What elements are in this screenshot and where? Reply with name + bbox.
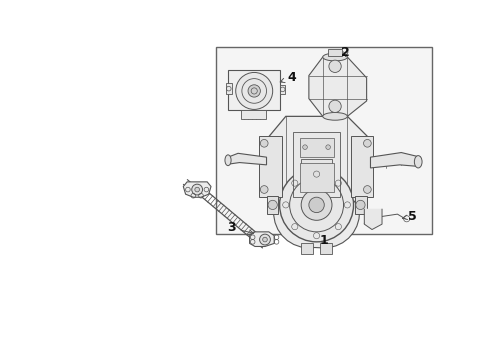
Circle shape <box>364 186 371 193</box>
Bar <box>300 138 334 157</box>
Bar <box>320 243 332 254</box>
Bar <box>301 243 313 254</box>
Bar <box>355 195 367 214</box>
Ellipse shape <box>225 155 231 166</box>
Text: 1: 1 <box>320 234 329 247</box>
Circle shape <box>303 145 307 149</box>
Ellipse shape <box>323 112 347 120</box>
Bar <box>301 159 332 170</box>
Circle shape <box>260 139 268 147</box>
Bar <box>259 136 282 197</box>
Circle shape <box>195 187 199 192</box>
Circle shape <box>326 145 330 149</box>
Text: 3: 3 <box>227 221 253 234</box>
Circle shape <box>268 200 277 210</box>
Circle shape <box>364 139 371 147</box>
Circle shape <box>356 200 365 210</box>
Bar <box>300 163 334 192</box>
Bar <box>328 49 342 55</box>
Polygon shape <box>249 232 274 247</box>
Bar <box>241 110 266 120</box>
Polygon shape <box>309 57 367 116</box>
Ellipse shape <box>415 156 422 168</box>
Bar <box>351 136 373 197</box>
Bar <box>228 70 280 110</box>
Polygon shape <box>274 162 360 248</box>
Circle shape <box>236 72 273 109</box>
Polygon shape <box>370 153 420 168</box>
Polygon shape <box>228 153 267 165</box>
Text: 2: 2 <box>342 46 350 59</box>
Circle shape <box>263 237 268 242</box>
Polygon shape <box>183 182 211 197</box>
Polygon shape <box>267 116 370 209</box>
Circle shape <box>192 184 202 195</box>
Text: 4: 4 <box>280 71 296 84</box>
Circle shape <box>329 60 341 72</box>
Circle shape <box>260 186 268 193</box>
Polygon shape <box>365 209 382 230</box>
Circle shape <box>280 168 354 242</box>
Circle shape <box>260 234 270 245</box>
Bar <box>226 83 232 94</box>
Circle shape <box>309 197 324 213</box>
Circle shape <box>301 189 332 220</box>
Bar <box>217 47 432 234</box>
Bar <box>280 85 285 94</box>
Ellipse shape <box>323 53 347 61</box>
Bar <box>267 195 278 214</box>
Bar <box>294 132 340 197</box>
Circle shape <box>248 85 260 97</box>
Text: 5: 5 <box>403 210 417 223</box>
Circle shape <box>329 100 341 112</box>
